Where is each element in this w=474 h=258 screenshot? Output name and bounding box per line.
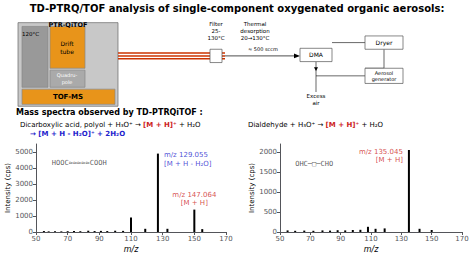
svg-text:[M + H]⁺: [M + H]⁺ [326, 121, 360, 129]
svg-text:Dryer: Dryer [376, 39, 393, 47]
svg-text:110: 110 [124, 235, 137, 243]
svg-text:Dicarboxylic acid, polyol: Dicarboxylic acid, polyol [20, 121, 105, 129]
svg-text:m/z 129.055: m/z 129.055 [164, 151, 208, 159]
svg-text:PTR-QiTOF: PTR-QiTOF [48, 21, 87, 29]
svg-text:Thermal: Thermal [243, 21, 267, 27]
svg-text:130: 130 [395, 235, 408, 243]
svg-text:Excess: Excess [307, 93, 326, 99]
svg-text:500: 500 [264, 208, 277, 216]
svg-text:pole: pole [62, 79, 73, 86]
svg-text:TOF-MS: TOF-MS [53, 93, 83, 101]
svg-text:→ [M + H - H₂O]⁺ + 2H₂O: → [M + H - H₂O]⁺ + 2H₂O [30, 130, 125, 138]
svg-text:1500: 1500 [259, 168, 277, 176]
svg-text:+ H₂O: + H₂O [177, 121, 201, 129]
svg-text:air: air [312, 100, 320, 106]
svg-text:m/z: m/z [364, 245, 379, 254]
svg-text:m/z 147.064: m/z 147.064 [172, 191, 217, 199]
svg-text:≈ 500 sccm: ≈ 500 sccm [248, 46, 278, 52]
svg-text:150: 150 [188, 235, 201, 243]
svg-text:+ H₂O: + H₂O [359, 121, 383, 129]
svg-text:70: 70 [306, 235, 315, 243]
svg-text:50: 50 [32, 235, 41, 243]
svg-text:OHC─□─CHO: OHC─□─CHO [295, 160, 333, 168]
svg-text:Intensity (cps): Intensity (cps) [248, 163, 256, 213]
svg-text:generator: generator [372, 76, 398, 83]
svg-text:130: 130 [156, 235, 169, 243]
svg-text:2000: 2000 [15, 196, 33, 204]
svg-text:0: 0 [28, 228, 33, 236]
svg-text:[M + H]: [M + H] [376, 156, 403, 164]
svg-text:5000: 5000 [15, 148, 33, 156]
svg-text:Filter: Filter [209, 21, 223, 27]
svg-text:150: 150 [425, 235, 438, 243]
svg-text:170: 170 [455, 235, 468, 243]
svg-text:m/z: m/z [124, 245, 139, 254]
svg-text:Mass spectra observed by TD-PT: Mass spectra observed by TD-PTRQiTOF : [16, 108, 203, 117]
svg-text:90: 90 [95, 235, 104, 243]
svg-text:2000: 2000 [259, 148, 277, 156]
svg-text:170: 170 [219, 235, 232, 243]
svg-text:[M + H - H₂O]: [M + H - H₂O] [164, 160, 212, 168]
svg-text:1000: 1000 [259, 188, 277, 196]
svg-text:TD-PTRQ/TOF analysis of single: TD-PTRQ/TOF analysis of single-component… [30, 3, 445, 14]
svg-text:Aerosol: Aerosol [375, 70, 393, 76]
svg-text:90: 90 [336, 235, 345, 243]
svg-text:[M + H]⁺: [M + H]⁺ [143, 121, 177, 129]
svg-text:[M + H]: [M + H] [181, 199, 208, 207]
svg-text:0: 0 [272, 228, 277, 236]
svg-text:Quadru-: Quadru- [57, 72, 78, 78]
svg-text:Intensity (cps): Intensity (cps) [4, 163, 12, 213]
svg-text:130°C: 130°C [207, 35, 224, 41]
svg-text:1000: 1000 [15, 212, 33, 220]
svg-text:tube: tube [60, 48, 74, 55]
svg-text:50: 50 [276, 235, 285, 243]
svg-text:70: 70 [63, 235, 72, 243]
svg-text:m/z 135.045: m/z 135.045 [359, 148, 403, 156]
svg-text:+ H₃O⁺ →: + H₃O⁺ → [105, 121, 143, 129]
svg-text:Dialdehyde: Dialdehyde [248, 121, 288, 129]
svg-text:25-: 25- [212, 28, 221, 34]
svg-text:120°C: 120°C [22, 31, 39, 37]
svg-text:DMA: DMA [309, 51, 324, 58]
svg-text:desorption: desorption [240, 28, 270, 35]
svg-text:110: 110 [364, 235, 377, 243]
svg-text:Drift: Drift [60, 40, 74, 47]
svg-text:20→130°C: 20→130°C [241, 35, 270, 41]
svg-text:HOOC≈≈≈≈≈COOH: HOOC≈≈≈≈≈COOH [52, 159, 107, 167]
svg-text:3000: 3000 [15, 180, 33, 188]
svg-text:+ H₃O⁺ →: + H₃O⁺ → [288, 121, 326, 129]
svg-text:4000: 4000 [15, 164, 33, 172]
